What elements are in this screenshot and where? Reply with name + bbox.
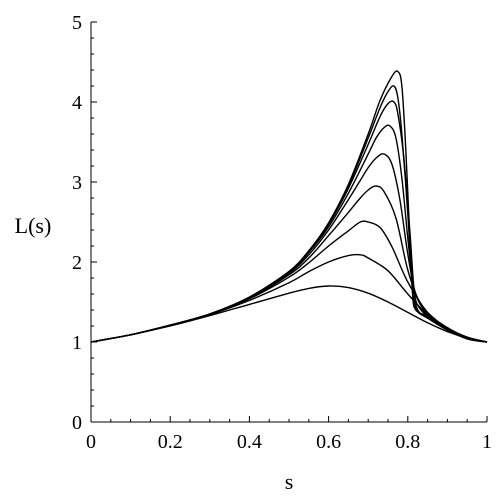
curve-line-3 [90,220,488,343]
y-tick-label: 3 [72,172,82,194]
y-tick-label: 2 [72,252,82,274]
curve-line-5 [90,153,488,343]
y-axis-title: L(s) [15,213,52,238]
y-tick-label: 5 [72,12,82,34]
curve-line-2 [90,253,488,343]
x-tick-label: 0 [86,431,96,453]
x-tick-label: 0.6 [316,431,341,453]
x-axis-title: s [285,469,294,494]
tick-labels: 0 0.2 0.4 0.6 0.8 1 0 1 2 3 4 5 [72,12,492,453]
curve-line-8 [90,85,488,343]
curve-line-7 [90,100,488,343]
curve-line-9 [90,70,488,343]
axes [90,22,487,423]
y-tick-label: 0 [72,412,82,434]
x-tick-label: 0.2 [158,431,183,453]
x-tick-label: 0.4 [237,431,262,453]
curve-line-6 [90,124,488,343]
x-tick-label: 1 [482,431,492,453]
x-tick-label: 0.8 [395,431,420,453]
y-tick-label: 4 [72,92,82,114]
ticks [90,21,488,423]
y-tick-label: 1 [72,332,82,354]
curves [90,70,488,343]
